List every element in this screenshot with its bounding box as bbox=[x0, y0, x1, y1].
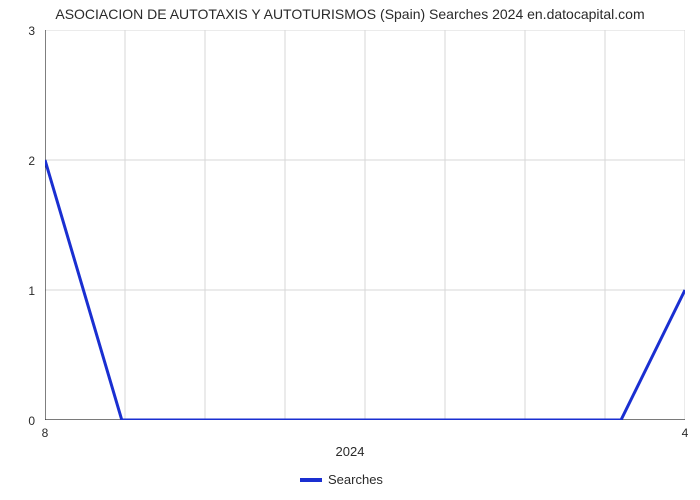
legend-label: Searches bbox=[328, 472, 383, 487]
chart-plot-area bbox=[45, 30, 685, 420]
y-tick-label: 1 bbox=[0, 284, 35, 298]
legend: Searches bbox=[300, 472, 383, 487]
x-axis-label: 2024 bbox=[0, 444, 700, 459]
x-tick-label: 4 bbox=[675, 426, 695, 440]
legend-swatch bbox=[300, 478, 322, 482]
chart-title: ASOCIACION DE AUTOTAXIS Y AUTOTURISMOS (… bbox=[0, 6, 700, 22]
x-tick-label: 8 bbox=[35, 426, 55, 440]
chart-svg bbox=[45, 30, 685, 420]
chart-container: ASOCIACION DE AUTOTAXIS Y AUTOTURISMOS (… bbox=[0, 0, 700, 500]
y-tick-label: 2 bbox=[0, 154, 35, 168]
y-tick-label: 0 bbox=[0, 414, 35, 428]
y-tick-label: 3 bbox=[0, 24, 35, 38]
